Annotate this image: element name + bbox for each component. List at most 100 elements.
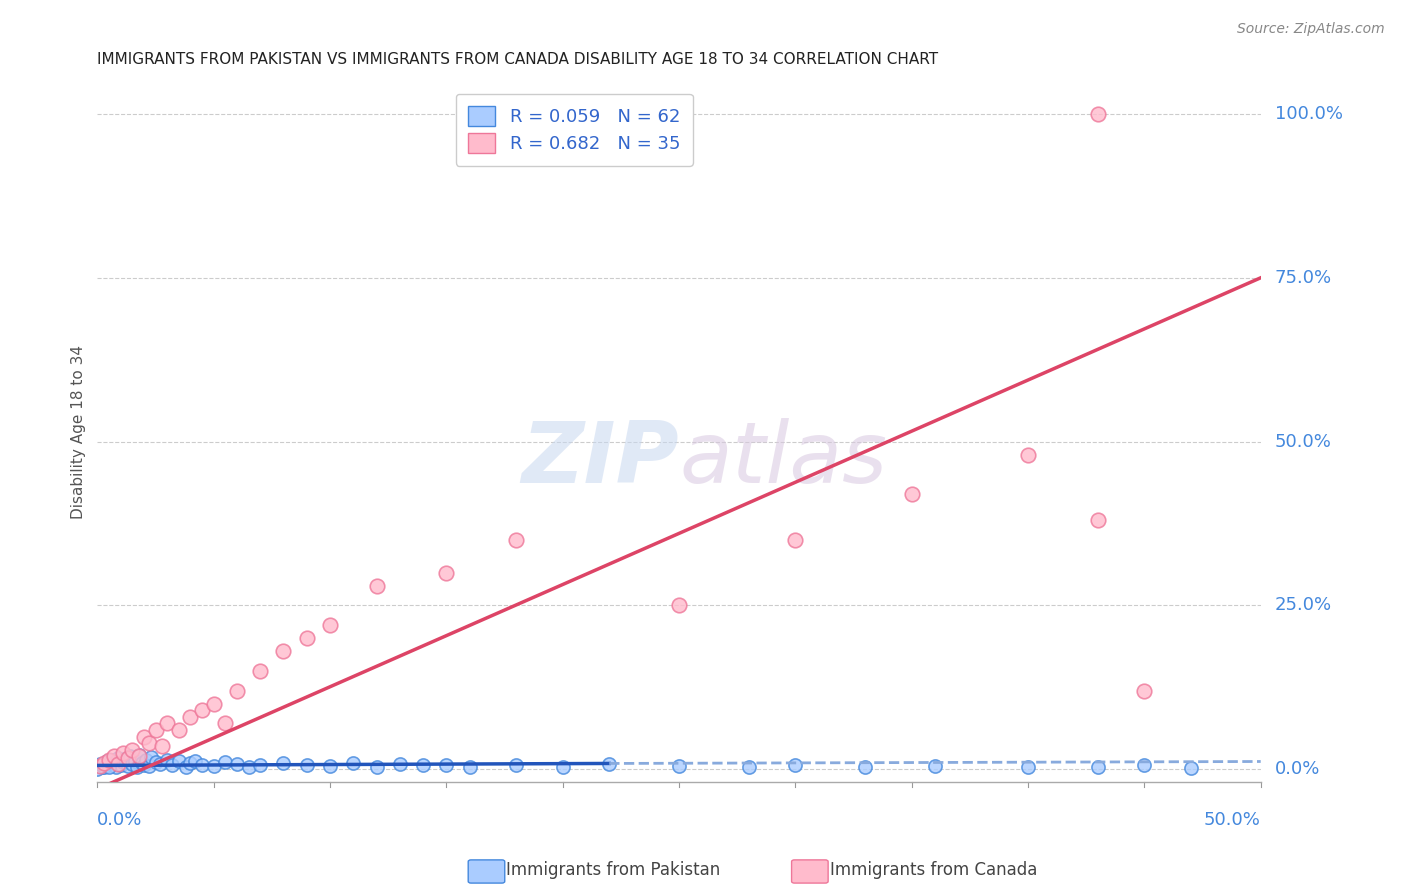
Point xyxy=(93,757,115,772)
Point xyxy=(117,759,139,773)
Text: IMMIGRANTS FROM PAKISTAN VS IMMIGRANTS FROM CANADA DISABILITY AGE 18 TO 34 CORRE: IMMIGRANTS FROM PAKISTAN VS IMMIGRANTS F… xyxy=(97,53,938,68)
Point xyxy=(91,760,114,774)
Point xyxy=(226,757,249,772)
Point xyxy=(366,760,388,774)
Point xyxy=(1017,760,1039,774)
Point xyxy=(160,758,183,772)
Point xyxy=(191,757,214,772)
Text: Immigrants from Pakistan: Immigrants from Pakistan xyxy=(506,861,720,879)
Point xyxy=(202,697,225,711)
Point xyxy=(295,632,318,646)
Point xyxy=(132,757,155,772)
Point xyxy=(117,750,139,764)
Point xyxy=(1180,761,1202,775)
Point xyxy=(124,754,146,768)
Point xyxy=(273,756,295,771)
Point xyxy=(93,756,115,770)
Point xyxy=(184,754,207,768)
Point xyxy=(139,750,162,764)
Point xyxy=(149,757,172,772)
Y-axis label: Disability Age 18 to 34: Disability Age 18 to 34 xyxy=(72,345,86,519)
Point xyxy=(214,716,236,731)
Point xyxy=(98,752,121,766)
Text: 50.0%: 50.0% xyxy=(1204,811,1261,829)
Point xyxy=(104,760,127,774)
Point xyxy=(132,730,155,744)
Point xyxy=(505,758,527,772)
Point xyxy=(434,566,457,580)
Point xyxy=(138,736,160,750)
Point xyxy=(1087,513,1109,527)
Point xyxy=(434,757,457,772)
Point xyxy=(668,599,690,613)
Point xyxy=(135,753,157,767)
Text: Immigrants from Canada: Immigrants from Canada xyxy=(830,861,1036,879)
Point xyxy=(853,760,876,774)
Point xyxy=(111,755,134,769)
Point xyxy=(738,760,761,774)
Point xyxy=(89,759,111,773)
Point xyxy=(89,759,111,773)
Point xyxy=(107,750,129,764)
Point xyxy=(145,755,167,769)
Point xyxy=(167,755,190,769)
Point xyxy=(900,487,922,501)
Point xyxy=(156,716,179,731)
Point xyxy=(125,760,148,774)
Point xyxy=(785,533,807,547)
Text: Source: ZipAtlas.com: Source: ZipAtlas.com xyxy=(1237,22,1385,37)
Point xyxy=(319,618,342,632)
Legend: R = 0.059   N = 62, R = 0.682   N = 35: R = 0.059 N = 62, R = 0.682 N = 35 xyxy=(456,94,693,166)
Point xyxy=(110,757,132,772)
Point xyxy=(551,760,574,774)
Point xyxy=(107,757,129,772)
Point xyxy=(98,758,121,772)
Point xyxy=(249,664,271,678)
Point xyxy=(1017,448,1039,462)
Point xyxy=(191,703,214,717)
Point xyxy=(924,759,946,773)
Point xyxy=(388,757,411,772)
Point xyxy=(1133,758,1156,772)
Point xyxy=(458,760,481,774)
Point xyxy=(1133,683,1156,698)
Point xyxy=(202,759,225,773)
Point xyxy=(89,757,111,772)
Point xyxy=(131,756,153,770)
Text: 0.0%: 0.0% xyxy=(1275,760,1320,779)
Text: atlas: atlas xyxy=(679,418,887,501)
Point xyxy=(100,752,122,766)
Text: 50.0%: 50.0% xyxy=(1275,433,1331,450)
Text: 100.0%: 100.0% xyxy=(1275,105,1343,123)
Point xyxy=(1087,107,1109,121)
Point xyxy=(505,533,527,547)
Point xyxy=(273,644,295,658)
Point xyxy=(505,107,527,121)
Point xyxy=(118,749,141,764)
Point xyxy=(668,759,690,773)
Point xyxy=(111,746,134,760)
Point xyxy=(295,757,318,772)
Point xyxy=(128,747,150,762)
Point xyxy=(226,683,249,698)
Point xyxy=(319,759,342,773)
Text: 25.0%: 25.0% xyxy=(1275,597,1331,615)
Point xyxy=(179,756,201,771)
Point xyxy=(98,760,121,774)
Point xyxy=(121,757,143,772)
Point xyxy=(93,760,115,774)
Point xyxy=(138,759,160,773)
Point xyxy=(366,579,388,593)
Point xyxy=(103,756,125,771)
Point xyxy=(412,758,434,772)
Point xyxy=(103,749,125,764)
Point xyxy=(785,757,807,772)
Point xyxy=(179,710,201,724)
Text: 0.0%: 0.0% xyxy=(97,811,143,829)
Point xyxy=(121,742,143,756)
Point xyxy=(1087,760,1109,774)
Point xyxy=(167,723,190,737)
Point xyxy=(214,755,236,769)
Point xyxy=(156,752,179,766)
Text: ZIP: ZIP xyxy=(522,418,679,501)
